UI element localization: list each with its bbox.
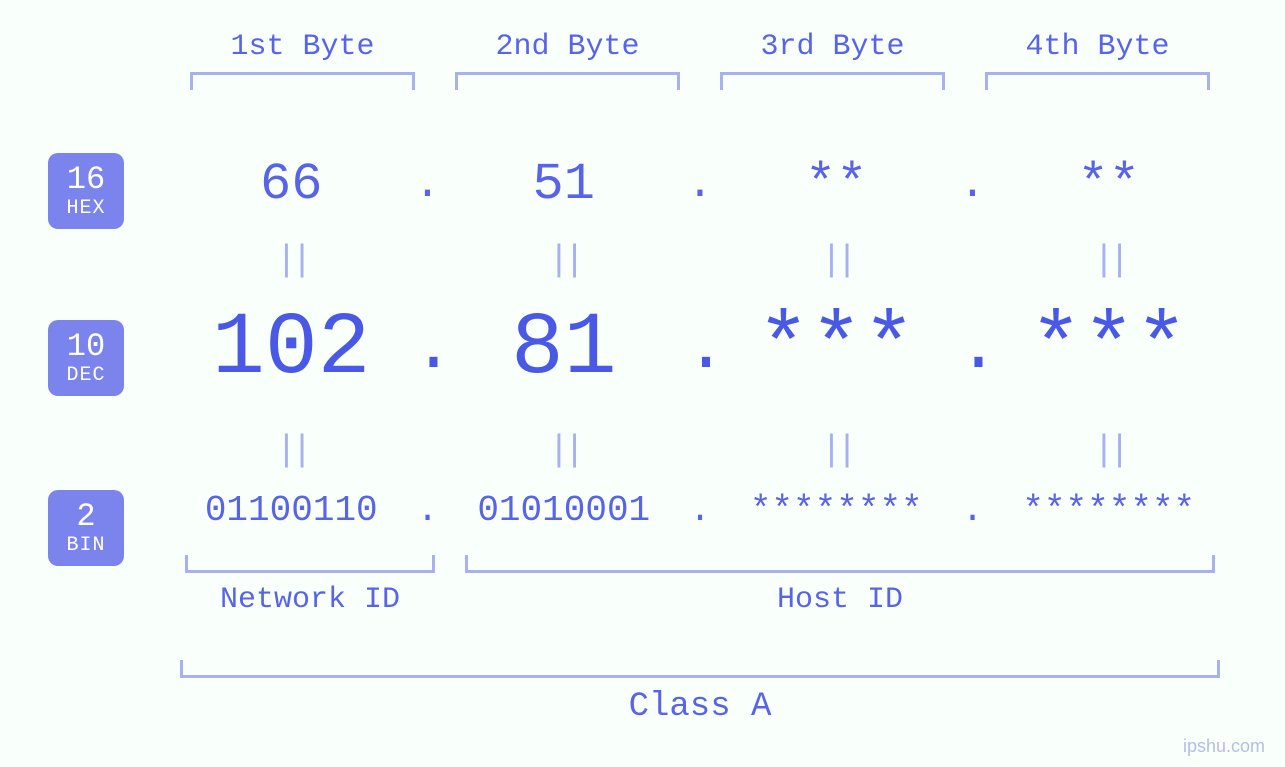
top-bracket-2 <box>455 72 680 90</box>
top-bracket-4 <box>985 72 1210 90</box>
bin-dot-3: . <box>958 490 988 531</box>
byte-header-3: 3rd Byte <box>700 30 965 64</box>
byte-header-4: 4th Byte <box>965 30 1230 64</box>
dec-byte-1: 102 <box>170 300 413 399</box>
top-bracket-1 <box>190 72 415 90</box>
hex-base-label: HEX <box>48 198 124 220</box>
watermark: ipshu.com <box>1183 736 1265 757</box>
hex-byte-3: ** <box>715 155 958 214</box>
dec-dot-1: . <box>413 310 443 389</box>
bin-base-num: 2 <box>48 499 124 534</box>
host-section: Host ID <box>450 555 1230 617</box>
byte-header-col-3: 3rd Byte <box>700 30 965 90</box>
dec-byte-4: *** <box>988 300 1231 399</box>
byte-header-1: 1st Byte <box>170 30 435 64</box>
hex-byte-4: ** <box>988 155 1231 214</box>
dec-base-label: DEC <box>48 365 124 387</box>
dec-byte-2: 81 <box>443 300 686 399</box>
class-section: Class A <box>180 660 1220 726</box>
network-bracket <box>185 555 435 573</box>
hex-base-num: 16 <box>48 162 124 197</box>
hex-byte-2: 51 <box>443 155 686 214</box>
eq-2-2: || <box>443 430 686 471</box>
byte-header-col-1: 1st Byte <box>170 30 435 90</box>
byte-headers: 1st Byte 2nd Byte 3rd Byte 4th Byte <box>170 30 1230 90</box>
top-bracket-3 <box>720 72 945 90</box>
host-label: Host ID <box>465 583 1215 617</box>
hex-row: 66 . 51 . ** . ** <box>170 155 1230 214</box>
hex-byte-1: 66 <box>170 155 413 214</box>
eq-2-3: || <box>715 430 958 471</box>
bin-row: 01100110 . 01010001 . ******** . *******… <box>170 490 1230 531</box>
class-bracket <box>180 660 1220 678</box>
hex-dot-3: . <box>958 160 988 210</box>
dec-dot-3: . <box>958 310 988 389</box>
bin-base-label: BIN <box>48 535 124 557</box>
hex-dot-2: . <box>685 160 715 210</box>
byte-header-col-2: 2nd Byte <box>435 30 700 90</box>
network-section: Network ID <box>170 555 450 617</box>
bin-byte-4: ******** <box>988 490 1231 531</box>
eq-2-4: || <box>988 430 1231 471</box>
eq-1-3: || <box>715 240 958 281</box>
eq-1-1: || <box>170 240 413 281</box>
dec-dot-2: . <box>685 310 715 389</box>
eq-1-4: || <box>988 240 1231 281</box>
dec-base-num: 10 <box>48 329 124 364</box>
bin-dot-2: . <box>685 490 715 531</box>
byte-header-2: 2nd Byte <box>435 30 700 64</box>
eq-2-1: || <box>170 430 413 471</box>
bin-badge: 2 BIN <box>48 490 124 566</box>
equals-row-1: || || || || <box>170 240 1230 281</box>
byte-header-col-4: 4th Byte <box>965 30 1230 90</box>
dec-row: 102 . 81 . *** . *** <box>170 300 1230 399</box>
class-label: Class A <box>180 688 1220 726</box>
hex-badge: 16 HEX <box>48 153 124 229</box>
bin-byte-3: ******** <box>715 490 958 531</box>
network-label: Network ID <box>185 583 435 617</box>
dec-byte-3: *** <box>715 300 958 399</box>
bottom-brackets: Network ID Host ID <box>170 555 1230 617</box>
bin-byte-2: 01010001 <box>443 490 686 531</box>
hex-dot-1: . <box>413 160 443 210</box>
dec-badge: 10 DEC <box>48 320 124 396</box>
host-bracket <box>465 555 1215 573</box>
eq-1-2: || <box>443 240 686 281</box>
bin-dot-1: . <box>413 490 443 531</box>
equals-row-2: || || || || <box>170 430 1230 471</box>
bin-byte-1: 01100110 <box>170 490 413 531</box>
